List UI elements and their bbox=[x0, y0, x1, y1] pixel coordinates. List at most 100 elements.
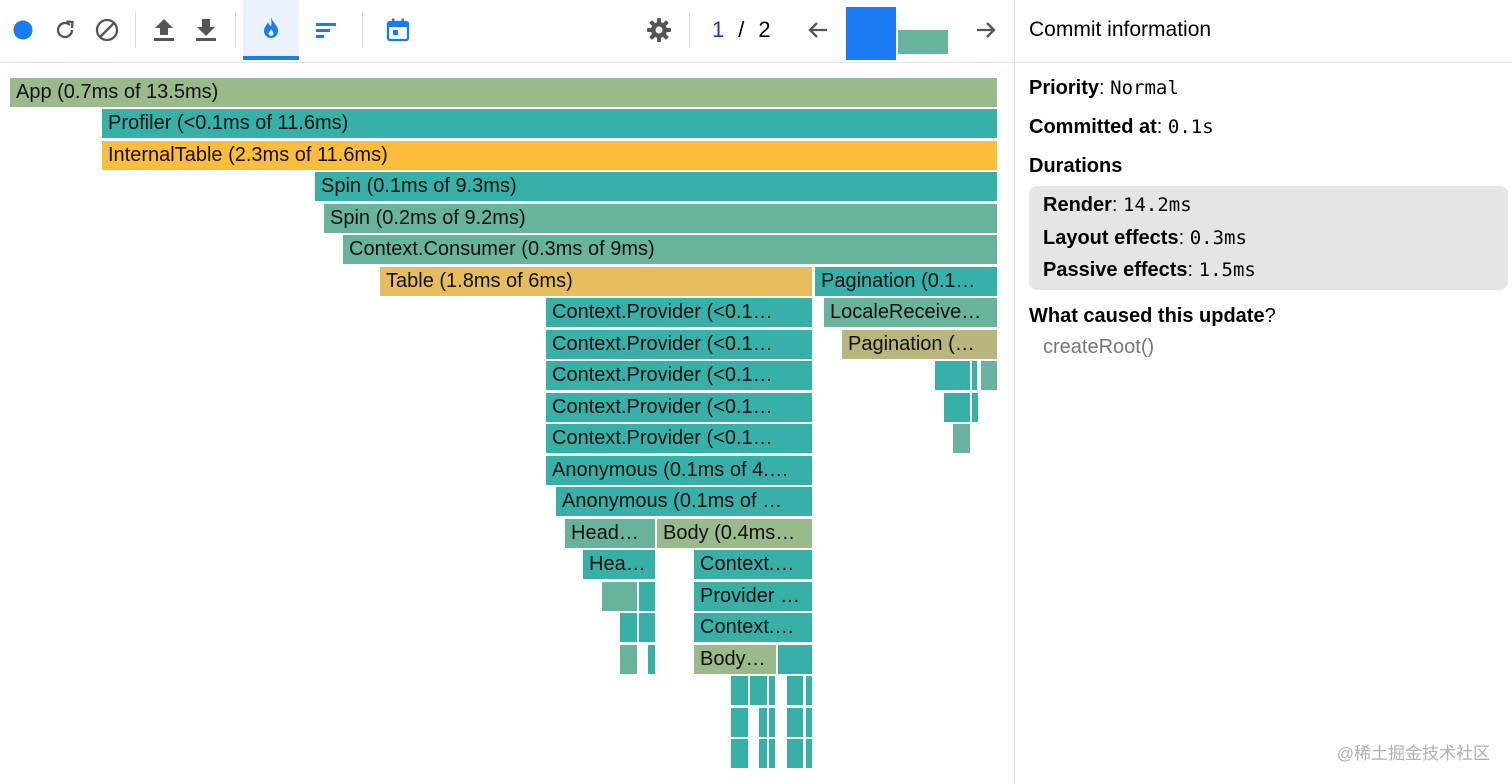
tab-ranked[interactable] bbox=[311, 0, 341, 60]
flamegraph-node[interactable] bbox=[731, 708, 749, 737]
flamegraph-node[interactable] bbox=[750, 676, 768, 705]
settings-icon bbox=[647, 18, 671, 42]
flamegraph-chart: App (0.7ms of 13.5ms) Profiler (<0.1ms of… bbox=[0, 62, 1014, 784]
arrow-left-icon bbox=[808, 22, 827, 38]
flamegraph-node[interactable] bbox=[620, 645, 638, 674]
tab-flamegraph[interactable] bbox=[243, 0, 299, 60]
flamegraph-node[interactable] bbox=[769, 708, 776, 737]
flamegraph-node[interactable] bbox=[731, 676, 749, 705]
commit-counter: 1 / 2 bbox=[712, 16, 784, 44]
flamegraph-node[interactable]: Provider … bbox=[694, 582, 813, 611]
flamegraph-node[interactable]: Body (0.4ms… bbox=[657, 519, 813, 548]
committed-label: Committed at bbox=[1029, 116, 1157, 138]
flamegraph-node[interactable] bbox=[944, 393, 971, 422]
flamegraph-node[interactable]: Anonymous (0.1ms of 4.… bbox=[546, 456, 813, 485]
flamegraph-node[interactable] bbox=[953, 424, 971, 453]
render-value: 14.2ms bbox=[1123, 194, 1192, 216]
toolbar-divider bbox=[235, 12, 236, 48]
flamegraph-node[interactable] bbox=[787, 739, 804, 768]
cause-label: What caused this update bbox=[1029, 305, 1265, 327]
flamegraph-node[interactable] bbox=[981, 361, 998, 390]
flamegraph-node[interactable] bbox=[639, 582, 656, 611]
flamegraph-node[interactable] bbox=[787, 708, 804, 737]
flamegraph-node[interactable] bbox=[620, 613, 638, 642]
load-profile-button[interactable] bbox=[149, 0, 179, 60]
flamegraph-node[interactable] bbox=[639, 613, 656, 642]
flamegraph-node[interactable] bbox=[602, 582, 638, 611]
clear-button[interactable] bbox=[92, 0, 122, 60]
flamegraph-node[interactable] bbox=[759, 708, 768, 737]
flamegraph-node[interactable]: Context.Provider (<0.1… bbox=[546, 298, 813, 327]
cause-heading: What caused this update? bbox=[1029, 305, 1276, 328]
flamegraph-node[interactable] bbox=[759, 739, 768, 768]
priority-label: Priority bbox=[1029, 77, 1100, 99]
durations-heading: Durations bbox=[1029, 155, 1122, 178]
flamegraph-node[interactable]: Spin (0.2ms of 9.2ms) bbox=[324, 204, 998, 233]
commit-bar-selected[interactable] bbox=[846, 7, 896, 56]
upload-icon bbox=[154, 19, 174, 41]
save-profile-button[interactable] bbox=[191, 0, 221, 60]
flamegraph-node[interactable]: Context.Consumer (0.3ms of 9ms) bbox=[343, 235, 998, 264]
flamegraph-node[interactable] bbox=[806, 676, 813, 705]
layout-effects-row: Layout effects: 0.3ms bbox=[1043, 227, 1247, 249]
priority-value: Normal bbox=[1110, 77, 1179, 99]
flamegraph-view: 1 / 2 App (0.7ms of 13.5ms) Profiler (<0.… bbox=[0, 0, 1014, 784]
flamegraph-node[interactable]: InternalTable (2.3ms of 11.6ms) bbox=[102, 141, 998, 170]
flamegraph-node[interactable] bbox=[769, 739, 776, 768]
flamegraph-node[interactable]: Context.Provider (<0.1… bbox=[546, 330, 813, 359]
flamegraph-node[interactable]: LocaleReceive… bbox=[824, 298, 998, 327]
flamegraph-node[interactable] bbox=[972, 393, 979, 422]
flamegraph-node[interactable]: Anonymous (0.1ms of … bbox=[556, 487, 813, 516]
flamegraph-node[interactable]: Context.… bbox=[694, 550, 813, 579]
record-button[interactable] bbox=[8, 0, 38, 60]
durations-box: Render: 14.2ms Layout effects: 0.3ms Pas… bbox=[1029, 186, 1508, 290]
flamegraph-node[interactable] bbox=[972, 361, 978, 390]
flamegraph-node[interactable]: Context.Provider (<0.1… bbox=[546, 361, 813, 390]
reload-icon bbox=[56, 20, 74, 39]
flamegraph-node[interactable]: App (0.7ms of 13.5ms) bbox=[10, 78, 998, 107]
next-commit-button[interactable] bbox=[972, 0, 1000, 60]
commit-selection-indicator bbox=[846, 56, 896, 60]
panel-header: Commit information bbox=[1015, 0, 1512, 63]
commit-bar[interactable] bbox=[898, 30, 948, 54]
toolbar-divider bbox=[362, 12, 363, 48]
committed-row: Committed at: 0.1s bbox=[1029, 116, 1214, 138]
watermark: @稀土掘金技术社区 bbox=[1336, 744, 1490, 763]
panel-title: Commit information bbox=[1029, 18, 1212, 41]
flamegraph-node[interactable]: Head… bbox=[565, 519, 656, 548]
flamegraph-node[interactable] bbox=[806, 739, 813, 768]
flamegraph-node[interactable] bbox=[769, 676, 776, 705]
arrow-right-icon bbox=[977, 22, 996, 38]
flamegraph-node[interactable] bbox=[935, 361, 971, 390]
flamegraph-node[interactable] bbox=[787, 676, 804, 705]
settings-button[interactable] bbox=[644, 0, 674, 60]
clear-icon bbox=[95, 18, 119, 42]
flamegraph-node[interactable]: Pagination (0.1… bbox=[815, 267, 998, 296]
flamegraph-node[interactable]: Context.Provider (<0.1… bbox=[546, 393, 813, 422]
render-row: Render: 14.2ms bbox=[1043, 194, 1192, 216]
commit-total: 2 bbox=[758, 17, 771, 42]
flamegraph-node[interactable]: Hea… bbox=[583, 550, 656, 579]
commit-separator: / bbox=[738, 17, 745, 42]
previous-commit-button[interactable] bbox=[804, 0, 832, 60]
flamegraph-node[interactable]: Spin (0.1ms of 9.3ms) bbox=[315, 172, 998, 201]
toolbar-divider bbox=[135, 12, 136, 48]
flamegraph-node[interactable]: Profiler (<0.1ms of 11.6ms) bbox=[102, 109, 998, 138]
timeline-icon bbox=[386, 18, 410, 42]
flamegraph-node[interactable] bbox=[778, 645, 813, 674]
flamegraph-node[interactable] bbox=[648, 645, 656, 674]
flamegraph-node[interactable]: Context.… bbox=[694, 613, 813, 642]
tab-timeline[interactable] bbox=[383, 0, 413, 60]
flamegraph-node[interactable]: Table (1.8ms of 6ms) bbox=[380, 267, 813, 296]
flamegraph-node[interactable] bbox=[731, 739, 749, 768]
flamegraph-node[interactable] bbox=[806, 708, 813, 737]
flamegraph-node[interactable]: Body… bbox=[694, 645, 777, 674]
download-icon bbox=[196, 19, 216, 41]
passive-effects-label: Passive effects bbox=[1043, 259, 1188, 281]
durations-label: Durations bbox=[1029, 155, 1123, 177]
reload-button[interactable] bbox=[50, 0, 80, 60]
committed-value: 0.1s bbox=[1167, 116, 1214, 138]
flamegraph-node[interactable]: Pagination (… bbox=[842, 330, 998, 359]
flamegraph-node[interactable]: Context.Provider (<0.1… bbox=[546, 424, 813, 453]
profiler-toolbar: 1 / 2 bbox=[0, 0, 1014, 63]
